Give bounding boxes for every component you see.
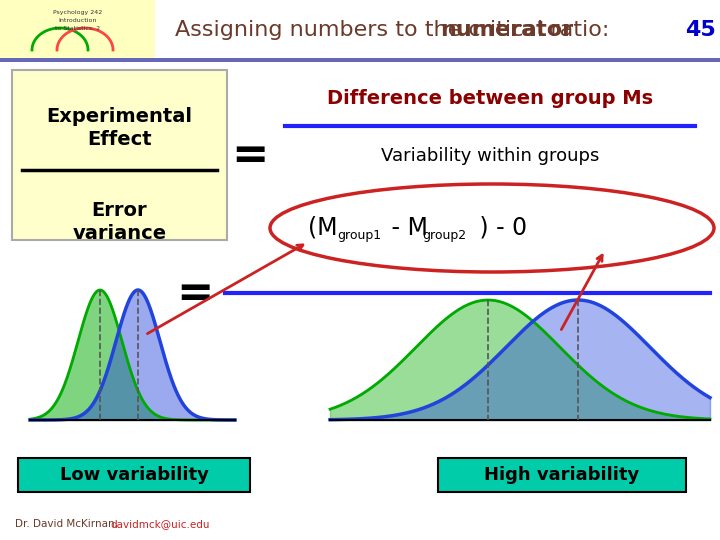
Text: ) - 0: ) - 0 xyxy=(472,216,527,240)
Text: Low variability: Low variability xyxy=(60,466,208,484)
Bar xyxy=(12,70,227,240)
Text: Assigning numbers to the critical ratio:: Assigning numbers to the critical ratio: xyxy=(175,20,616,40)
Text: numerator: numerator xyxy=(440,20,573,40)
Text: Experimental
Effect: Experimental Effect xyxy=(47,107,192,149)
Bar xyxy=(18,458,250,492)
Text: Difference between group Ms: Difference between group Ms xyxy=(327,89,653,107)
Text: group2: group2 xyxy=(422,228,466,241)
Text: =: = xyxy=(231,133,269,177)
Ellipse shape xyxy=(270,184,714,272)
Text: 45: 45 xyxy=(685,20,716,40)
Text: Introduction: Introduction xyxy=(59,18,97,23)
Text: to Statistics, 2: to Statistics, 2 xyxy=(55,26,101,31)
Text: Dr. David McKirnan,: Dr. David McKirnan, xyxy=(15,519,125,529)
Bar xyxy=(438,458,686,492)
Bar xyxy=(0,58,720,62)
Text: Psychology 242: Psychology 242 xyxy=(53,10,103,15)
Text: High variability: High variability xyxy=(485,466,639,484)
Bar xyxy=(0,0,155,62)
Text: Variability within groups: Variability within groups xyxy=(381,147,599,165)
Text: =: = xyxy=(176,272,214,314)
Text: davidmck@uic.edu: davidmck@uic.edu xyxy=(110,519,210,529)
Text: group1: group1 xyxy=(337,228,381,241)
Text: - M: - M xyxy=(384,216,428,240)
Text: Error
variance: Error variance xyxy=(73,201,166,243)
Text: (M: (M xyxy=(308,216,338,240)
